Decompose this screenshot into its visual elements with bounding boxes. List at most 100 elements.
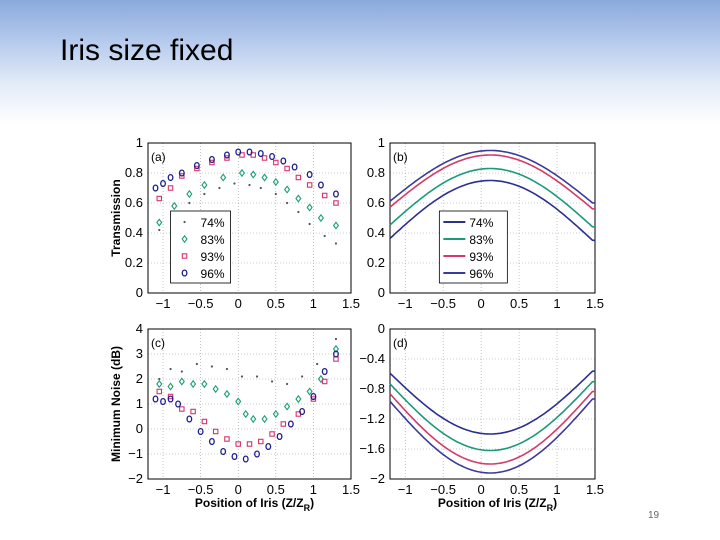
- data-point-83pct: [317, 213, 325, 223]
- legend: 74% 83% 93% 96%: [438, 210, 508, 284]
- data-point-83pct: [156, 379, 163, 389]
- data-point-96pct: [246, 148, 253, 156]
- data-point-74pct: [308, 222, 311, 226]
- data-point-93pct: [194, 165, 200, 172]
- data-point-83pct: [261, 414, 268, 424]
- y-tick-label: −1: [128, 446, 143, 461]
- x-tick-label: 0.5: [267, 482, 285, 497]
- data-point-83pct: [186, 189, 193, 199]
- y-tick-label: 4: [136, 321, 143, 336]
- axes-frame: [147, 142, 352, 294]
- data-point-83pct: [306, 203, 313, 212]
- data-point-83pct: [295, 194, 302, 203]
- data-point-83pct: [317, 374, 325, 384]
- data-point-96pct: [208, 437, 215, 446]
- data-point-74pct: [301, 375, 304, 378]
- data-point-83pct: [284, 402, 291, 411]
- data-point-74pct: [285, 201, 289, 205]
- data-point-74pct: [158, 228, 161, 232]
- y-tick-label: 0.2: [125, 255, 143, 270]
- panel-c: −1 −0.5 0 0.5 1 1.5 −2 −1 0 1 2 3 4 (c) Minimum Noise …: [109, 321, 360, 513]
- data-point-96pct: [265, 442, 272, 451]
- panel-b: −1 −0.5 0 0.5 1 1.5 0 0.2 0.4 0.6 0.8 1 (b) 74% 83% 93%…: [367, 135, 604, 311]
- x-tick-label: 1: [553, 296, 560, 311]
- y-tick-label: −2: [370, 471, 385, 486]
- data-point-74pct: [210, 365, 214, 368]
- x-tick-label: −1: [398, 296, 413, 311]
- series-line-96pct: [389, 398, 596, 474]
- data-point-93pct: [246, 441, 253, 447]
- data-point-83pct: [332, 221, 340, 230]
- legend-label: 93%: [201, 250, 225, 264]
- data-point-93pct: [273, 159, 279, 166]
- data-point-96pct: [231, 452, 238, 461]
- data-point-96pct: [257, 149, 264, 158]
- data-point-96pct: [280, 157, 287, 165]
- data-point-96pct: [167, 395, 174, 403]
- data-point-96pct: [186, 415, 193, 423]
- data-point-93pct: [167, 185, 174, 191]
- legend-marker: [181, 234, 188, 244]
- y-tick-label: 1: [136, 396, 143, 411]
- x-tick-label: 0: [235, 296, 242, 311]
- data-point-83pct: [220, 173, 227, 182]
- y-axis-label: Transmission: [109, 179, 123, 256]
- x-tick-label: −1: [156, 296, 171, 311]
- x-tick-label: 0: [235, 482, 242, 497]
- data-point-93pct: [284, 165, 290, 172]
- x-tick-label: 0: [477, 482, 484, 497]
- data-point-93pct: [258, 438, 264, 445]
- data-point-93pct: [156, 195, 163, 202]
- panel-label: (d): [393, 336, 408, 350]
- data-point-96pct: [152, 184, 159, 192]
- data-point-93pct: [212, 428, 219, 435]
- data-point-93pct: [261, 155, 268, 161]
- data-point-96pct: [160, 179, 166, 188]
- y-tick-label: 3: [136, 346, 143, 361]
- data-point-96pct: [276, 432, 283, 441]
- x-axis-label: Position of Iris (Z/ZR): [438, 496, 557, 513]
- data-point-83pct: [212, 384, 219, 394]
- data-point-96pct: [167, 173, 174, 182]
- series-line-83pct: [389, 167, 596, 228]
- data-point-83pct: [156, 218, 163, 227]
- y-tick-label: −2: [128, 471, 143, 486]
- data-point-74pct: [270, 380, 274, 383]
- data-point-74pct: [334, 242, 338, 245]
- data-point-93pct: [201, 418, 208, 425]
- data-point-96pct: [333, 190, 339, 198]
- data-point-96pct: [235, 148, 242, 156]
- data-point-96pct: [242, 455, 249, 463]
- data-point-74pct: [180, 370, 183, 373]
- x-tick-label: 1.5: [342, 296, 360, 311]
- x-tick-label: 0.5: [510, 296, 528, 311]
- axes-frame: [389, 328, 596, 480]
- data-point-74pct: [218, 186, 221, 190]
- legend-label: 96%: [469, 267, 493, 281]
- data-point-93pct: [306, 182, 313, 188]
- legend-label: 93%: [469, 250, 493, 264]
- data-point-96pct: [175, 400, 182, 408]
- data-point-74pct: [169, 367, 172, 371]
- panel-label: (b): [393, 150, 408, 164]
- data-point-83pct: [167, 382, 174, 391]
- x-tick-label: −0.5: [188, 296, 214, 311]
- legend-label: 74%: [201, 216, 225, 230]
- data-point-93pct: [333, 200, 339, 206]
- data-point-96pct: [310, 392, 317, 401]
- x-tick-label: −0.5: [430, 296, 456, 311]
- legend-label: 96%: [201, 267, 225, 281]
- data-point-93pct: [179, 173, 185, 179]
- x-tick-label: 1.5: [586, 296, 604, 311]
- data-point-74pct: [285, 382, 289, 386]
- data-point-74pct: [297, 210, 300, 214]
- data-point-96pct: [291, 163, 298, 171]
- panel-d: −1 −0.5 0 0.5 1 1.5 −2 −1.6 −1.2 −0.8 −0.4 0 (d) Posi…: [359, 321, 604, 513]
- y-tick-label: 0.6: [367, 195, 385, 210]
- data-point-83pct: [171, 201, 178, 211]
- y-tick-label: −1.2: [359, 411, 385, 426]
- data-point-74pct: [188, 201, 191, 205]
- series-line-93pct: [389, 154, 596, 210]
- slide-title: Iris size fixed: [60, 34, 234, 67]
